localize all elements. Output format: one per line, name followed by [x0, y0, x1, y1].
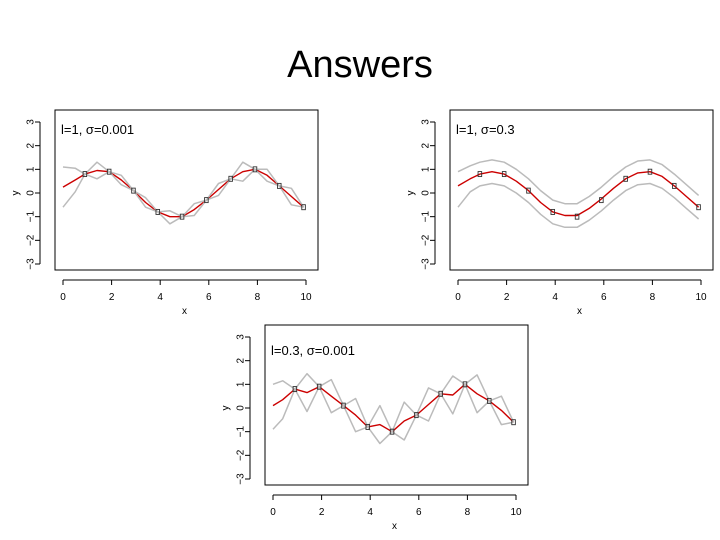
y-tick-label: −3: [26, 258, 37, 270]
x-axis-label: x: [577, 306, 582, 317]
y-tick-label: 1: [236, 381, 247, 387]
observation-point: [672, 182, 677, 189]
y-tick-label: 0: [26, 190, 37, 196]
y-tick-label: 2: [236, 357, 247, 363]
y-tick-label: 3: [236, 334, 247, 340]
x-tick-label: 10: [510, 507, 522, 518]
y-tick-label: 0: [421, 190, 432, 196]
chart-panel-top-left: 0 2 4 6 8 10 x −3 −2 −1 0 1 2 3 y l=1, σ=0.001: [11, 109, 319, 317]
series-mean-line: [62, 168, 305, 218]
x-tick-label: 6: [601, 292, 607, 303]
chart-panel-top-right: 0 2 4 6 8 10 x −3 −2 −1 0 1 2 3 y l=1, σ=0.3: [406, 109, 714, 317]
y-tick-label: −2: [26, 234, 37, 246]
panel-title: l=0.3, σ=0.001: [271, 343, 355, 358]
x-tick-label: 4: [367, 507, 373, 518]
y-axis-label: y: [406, 191, 417, 196]
observation-point: [341, 402, 346, 409]
series-lower-line: [457, 182, 700, 229]
y-tick-label: 1: [421, 166, 432, 172]
y-tick-label: 3: [26, 119, 37, 125]
series-mean-line: [457, 170, 700, 217]
observation-point: [477, 171, 483, 178]
x-tick-label: 4: [552, 292, 558, 303]
observation-point: [511, 419, 516, 426]
observation-point: [462, 381, 468, 388]
x-tick-label: 10: [300, 292, 312, 303]
observation-point: [365, 423, 371, 430]
observation-point: [228, 175, 233, 182]
y-tick-label: 3: [421, 119, 432, 125]
observation-point: [487, 397, 492, 404]
observation-point: [82, 171, 88, 178]
y-tick-label: −3: [236, 473, 247, 485]
x-tick-label: 2: [504, 292, 510, 303]
observation-point: [252, 166, 258, 173]
x-tick-label: 8: [255, 292, 261, 303]
y-tick-label: −1: [26, 211, 37, 223]
observation-point: [623, 175, 628, 182]
observation-point: [526, 187, 531, 194]
x-tick-label: 6: [206, 292, 212, 303]
y-tick-label: 2: [421, 142, 432, 148]
y-tick-label: −2: [236, 449, 247, 461]
observation-point: [204, 197, 209, 204]
observation-point: [179, 213, 185, 220]
x-tick-label: 0: [270, 507, 276, 518]
panel-title: l=1, σ=0.3: [456, 122, 515, 137]
observation-point: [316, 383, 322, 390]
y-axis-label: y: [221, 406, 232, 411]
observation-point: [414, 412, 419, 419]
observation-point: [647, 168, 653, 175]
x-axis-label: x: [182, 306, 187, 317]
plot-frame: [449, 109, 714, 271]
observation-point: [301, 204, 306, 211]
observation-point: [389, 428, 395, 435]
observation-point: [696, 204, 701, 211]
y-axis-label: y: [11, 191, 22, 196]
x-tick-label: 8: [465, 507, 471, 518]
observation-point: [131, 187, 136, 194]
x-tick-label: 2: [319, 507, 325, 518]
x-tick-label: 10: [695, 292, 707, 303]
x-tick-label: 0: [60, 292, 66, 303]
observation-point: [438, 390, 443, 397]
y-tick-label: −3: [421, 258, 432, 270]
x-tick-label: 0: [455, 292, 461, 303]
y-tick-label: −1: [421, 211, 432, 223]
slide-title: Answers: [287, 44, 433, 86]
plot-frame: [264, 324, 529, 486]
observation-point: [292, 386, 298, 393]
y-tick-label: −2: [421, 234, 432, 246]
y-tick-label: 0: [236, 405, 247, 411]
y-tick-label: 2: [26, 142, 37, 148]
series-lower-line: [62, 168, 304, 225]
observation-point: [599, 197, 604, 204]
x-tick-label: 6: [416, 507, 422, 518]
plot-frame: [54, 109, 319, 271]
observation-point: [574, 213, 580, 220]
observation-point: [155, 208, 161, 215]
series-upper-line: [457, 159, 700, 205]
x-axis-label: x: [392, 521, 397, 532]
y-tick-label: 1: [26, 166, 37, 172]
x-tick-label: 8: [650, 292, 656, 303]
y-tick-label: −1: [236, 426, 247, 438]
chart-panel-bottom: 0 2 4 6 8 10 x −3 −2 −1 0 1 2 3 y l=0.3, σ=0.001: [221, 324, 529, 532]
panel-title: l=1, σ=0.001: [61, 122, 134, 137]
observation-point: [550, 208, 556, 215]
series-lower-line: [272, 383, 514, 445]
observation-point: [106, 168, 112, 175]
series-upper-line: [272, 372, 515, 433]
observation-point: [501, 171, 507, 178]
x-tick-label: 2: [109, 292, 115, 303]
x-tick-label: 4: [157, 292, 163, 303]
observation-point: [277, 182, 282, 189]
